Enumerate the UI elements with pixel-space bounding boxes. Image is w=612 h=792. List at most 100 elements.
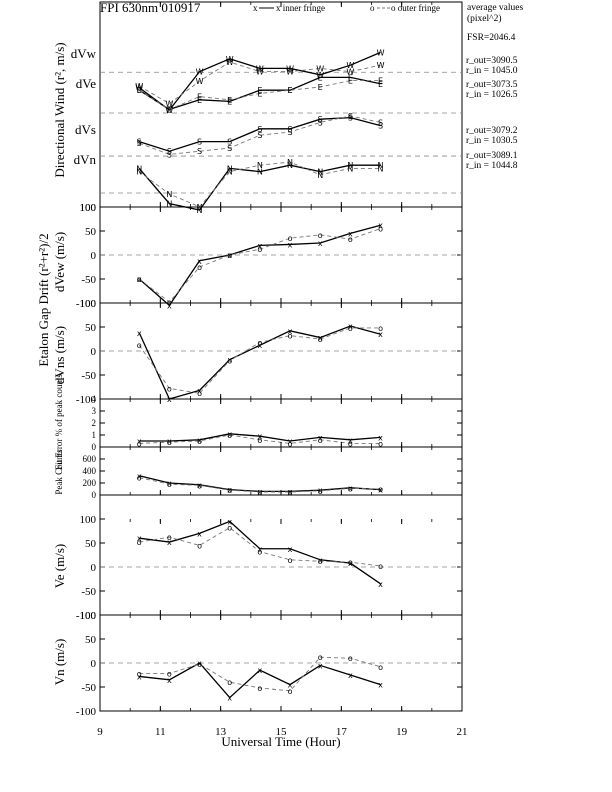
- point-vn-x: x: [197, 659, 202, 668]
- legend-inner-marker: x: [253, 3, 258, 13]
- legend-outer-label: o outer fringe: [391, 3, 440, 13]
- dir-point-W: W: [165, 100, 173, 109]
- row-label-dVe: dVe: [76, 76, 96, 91]
- dir-point-N: N: [136, 164, 142, 173]
- dir-point-W: W: [135, 84, 143, 93]
- y-tick-label-dvew: -100: [76, 298, 97, 310]
- series-line-ve-outer: [139, 527, 381, 567]
- y-tick-label-ve: -50: [81, 586, 96, 598]
- y-tick-label-vn: 0: [91, 658, 97, 670]
- dir-point-W: W: [135, 82, 143, 91]
- avg-values-line2: (pixel^2): [467, 13, 502, 24]
- point-vn-x: x: [227, 694, 232, 703]
- point-vn-x: x: [137, 672, 142, 681]
- dir-point-E: E: [348, 73, 353, 82]
- dir-point-N: N: [227, 164, 233, 173]
- panel-frame-ve: [99, 494, 463, 616]
- dir-point-S: S: [257, 131, 262, 140]
- series-line-dvns-inner: [138, 325, 381, 400]
- r-in-label: r_in = 1030.5: [466, 136, 518, 146]
- point-fiterr-x: x: [167, 437, 172, 446]
- point-ve-x: x: [197, 529, 202, 538]
- ylabel-peak: Peak Counts: [54, 449, 64, 495]
- r-in-label: r_in = 1044.8: [466, 161, 518, 171]
- point-fiterr-o: o: [227, 431, 232, 440]
- y-tick-label-dvew: 50: [85, 226, 97, 238]
- dir-point-N: N: [347, 164, 353, 173]
- point-dvew-o: o: [257, 245, 262, 254]
- point-dvew-x: x: [348, 229, 353, 238]
- dir-line-E-inner: [138, 76, 381, 111]
- y-tick-label-peak: 0: [92, 490, 97, 500]
- dir-point-S: S: [197, 138, 202, 147]
- point-dvns-o: o: [227, 357, 232, 366]
- dir-point-S: S: [378, 122, 383, 131]
- point-peak-x: x: [137, 472, 142, 481]
- dir-point-N: N: [317, 171, 323, 180]
- y-tick-label-dvns: 50: [85, 322, 97, 334]
- dir-point-N: N: [197, 203, 203, 212]
- y-tick-label-peak: 600: [83, 454, 97, 464]
- y-tick-label-fiterr: 1: [92, 430, 97, 440]
- series-line-vn-inner: [139, 662, 381, 699]
- y-tick-label-vn: -100: [76, 706, 97, 718]
- point-dvew-o: o: [348, 235, 353, 244]
- point-peak-x: x: [288, 487, 293, 496]
- dir-point-N: N: [347, 161, 353, 170]
- point-dvew-o: o: [197, 263, 202, 272]
- point-ve-x: x: [318, 556, 323, 565]
- point-peak-x: x: [167, 479, 172, 488]
- ylabel-ve: Ve (m/s): [52, 544, 67, 588]
- dir-point-E: E: [318, 73, 323, 82]
- dir-line-S-outer: [139, 115, 381, 155]
- point-vn-o: o: [227, 678, 232, 687]
- y-tick-label-ve: -100: [76, 610, 97, 622]
- dir-point-N: N: [166, 190, 172, 199]
- dir-point-E: E: [197, 93, 202, 102]
- x-tick-label: 17: [336, 726, 348, 738]
- dir-point-E: E: [257, 86, 262, 95]
- point-dvew-o: o: [288, 234, 293, 243]
- series-line-dvew-inner: [138, 224, 381, 307]
- point-dvns-o: o: [318, 335, 323, 344]
- y-tick-label-vn: -50: [81, 682, 96, 694]
- dir-point-W: W: [377, 48, 385, 57]
- y-tick-label-vn: 50: [85, 634, 97, 646]
- series-line-dvew-outer: [138, 228, 381, 303]
- point-ve-o: o: [257, 548, 262, 557]
- point-ve-o: o: [137, 538, 142, 547]
- point-fiterr-o: o: [348, 439, 353, 448]
- point-dvns-x: x: [197, 386, 202, 395]
- y-tick-label-dvns: -50: [81, 370, 96, 382]
- dir-point-E: E: [378, 80, 383, 89]
- point-fiterr-x: x: [318, 433, 323, 442]
- x-tick-label: 19: [396, 726, 408, 738]
- point-ve-x: x: [227, 517, 232, 526]
- y-tick-label-peak: 400: [83, 466, 97, 476]
- x-tick-label: 11: [155, 726, 166, 738]
- point-ve-x: x: [258, 545, 263, 554]
- point-ve-o: o: [167, 533, 172, 542]
- point-ve-o: o: [318, 557, 323, 566]
- dir-line-N-outer: [138, 161, 381, 208]
- point-ve-x: x: [167, 538, 172, 547]
- point-peak-o: o: [227, 486, 232, 495]
- fsr-label: FSR=2046.4: [467, 33, 516, 43]
- dir-point-N: N: [257, 161, 263, 170]
- point-dvns-o: o: [378, 324, 383, 333]
- dir-point-E: E: [227, 97, 232, 106]
- point-fiterr-x: x: [227, 430, 232, 439]
- point-peak-o: o: [378, 485, 383, 494]
- point-vn-o: o: [137, 670, 142, 679]
- y-tick-label-dvew: 100: [80, 202, 97, 214]
- dir-point-S: S: [318, 118, 323, 127]
- point-vn-o: o: [288, 687, 293, 696]
- dir-point-N: N: [378, 161, 384, 170]
- y-tick-label-ve: 100: [80, 514, 97, 526]
- point-fiterr-x: x: [288, 437, 293, 446]
- point-vn-o: o: [197, 660, 202, 669]
- dir-point-N: N: [378, 164, 384, 173]
- dir-point-W: W: [346, 68, 354, 77]
- y-tick-label-fiterr: 4: [92, 394, 97, 404]
- dir-point-W: W: [196, 68, 204, 77]
